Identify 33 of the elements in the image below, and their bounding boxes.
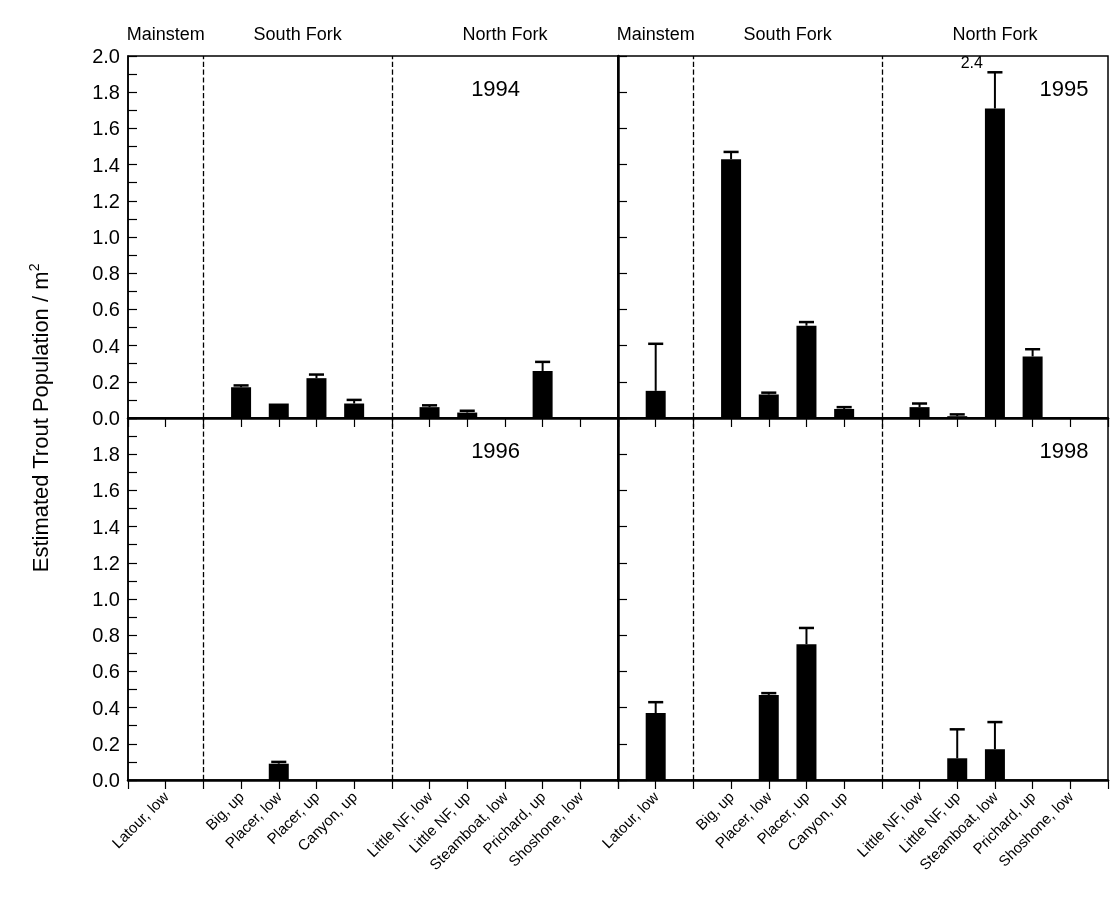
y-axis-title: Estimated Trout Population / m2 <box>26 263 53 573</box>
y-tick-label: 1.0 <box>92 226 120 248</box>
text: 1995 <box>1039 75 1089 101</box>
y-tick-label: 0.2 <box>92 732 120 755</box>
text: Mainstem <box>616 24 695 44</box>
y-tick-label: 0.8 <box>92 624 120 647</box>
text: Mainstem <box>126 24 205 44</box>
text: South Fork <box>253 24 343 44</box>
y-tick-label: 1.6 <box>92 479 120 502</box>
y-tick-label: 0.2 <box>92 370 120 393</box>
text: 1998 <box>1039 437 1089 463</box>
y-tick-label: 0.0 <box>92 769 120 791</box>
y-tick-label: 0.4 <box>92 334 120 357</box>
y-tick-label: 1.4 <box>92 153 120 176</box>
y-tick-label: 1.0 <box>92 588 120 610</box>
y-tick-label: 1.2 <box>92 189 120 212</box>
y-tick-label: 1.8 <box>92 81 120 104</box>
text: South Fork <box>743 24 833 44</box>
text: North Fork <box>952 24 1039 44</box>
y-tick-label: 0.0 <box>92 407 120 429</box>
y-tick-label: 1.4 <box>92 515 120 538</box>
y-tick-label: 1.2 <box>92 551 120 574</box>
y-tick-label: 0.4 <box>92 696 120 719</box>
text: 1994 <box>471 75 521 101</box>
text: North Fork <box>462 24 549 44</box>
text: 1996 <box>471 437 521 463</box>
y-tick-label: 0.6 <box>92 660 120 683</box>
y-tick-label: 1.6 <box>92 117 120 140</box>
y-tick-label: 2.0 <box>92 45 120 67</box>
y-tick-label: 0.6 <box>92 298 120 321</box>
y-tick-label: 0.8 <box>92 262 120 285</box>
y-tick-label: 1.8 <box>92 443 120 466</box>
annotation: 2.4 <box>960 53 984 71</box>
